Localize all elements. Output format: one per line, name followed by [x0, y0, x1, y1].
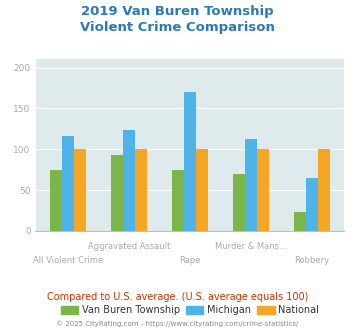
Text: Compared to U.S. average. (U.S. average equals 100): Compared to U.S. average. (U.S. average …: [47, 292, 308, 302]
Bar: [123, 130, 135, 231]
Bar: [171, 170, 184, 231]
Text: Rape: Rape: [179, 256, 201, 265]
Text: All Violent Crime: All Violent Crime: [33, 256, 103, 265]
Bar: [110, 155, 123, 231]
Bar: [245, 140, 257, 231]
Bar: [74, 149, 86, 231]
Legend: Van Buren Township, Michigan, National: Van Buren Township, Michigan, National: [56, 301, 323, 319]
Bar: [294, 212, 306, 231]
Bar: [233, 174, 245, 231]
Bar: [184, 92, 196, 231]
Text: Violent Crime Comparison: Violent Crime Comparison: [80, 21, 275, 34]
Bar: [50, 170, 62, 231]
Text: 2019 Van Buren Township: 2019 Van Buren Township: [81, 5, 274, 18]
Bar: [306, 178, 318, 231]
Bar: [318, 149, 330, 231]
Text: Robbery: Robbery: [294, 256, 329, 265]
Text: © 2025 CityRating.com - https://www.cityrating.com/crime-statistics/: © 2025 CityRating.com - https://www.city…: [56, 320, 299, 327]
Text: Murder & Mans...: Murder & Mans...: [215, 242, 287, 251]
Text: Aggravated Assault: Aggravated Assault: [88, 242, 170, 251]
Bar: [135, 149, 147, 231]
Bar: [62, 136, 74, 231]
Bar: [257, 149, 269, 231]
Bar: [196, 149, 208, 231]
